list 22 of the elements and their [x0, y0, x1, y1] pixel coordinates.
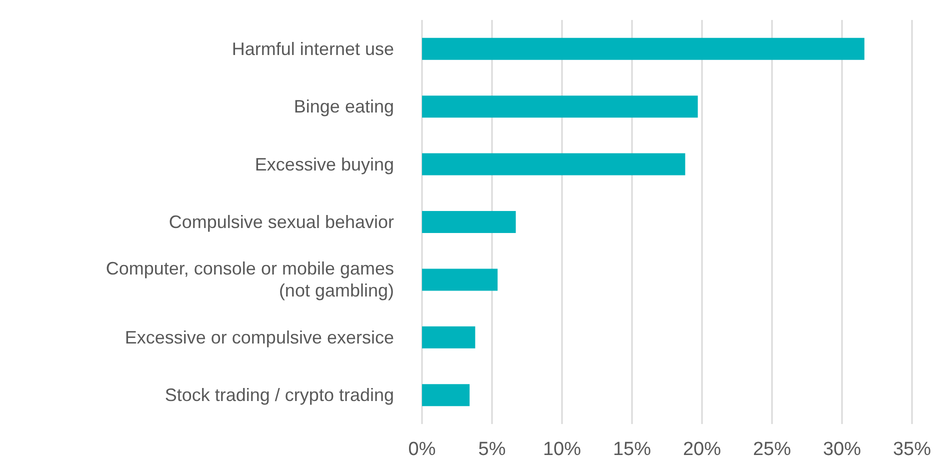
y-tick-label: Binge eating: [294, 96, 394, 117]
bar: [422, 96, 698, 118]
y-tick-label: Excessive or compulsive exersice: [124, 327, 394, 348]
bar: [422, 268, 498, 291]
x-tick-label: 5%: [478, 439, 506, 460]
x-tick-label: 30%: [822, 439, 862, 460]
x-tick-label: 25%: [752, 439, 792, 460]
x-tick-label: 35%: [892, 439, 932, 460]
bar: [422, 153, 686, 176]
x-tick-label: 10%: [542, 439, 582, 460]
bar: [422, 38, 864, 60]
x-tick-label: 20%: [682, 439, 722, 460]
bar: [422, 384, 470, 406]
y-tick-label: Excessive buying: [254, 154, 394, 174]
y-tick-label: Harmful internet use: [232, 38, 394, 59]
bar: [422, 326, 476, 348]
y-tick-label: Stock trading / crypto trading: [164, 385, 394, 406]
bar: [422, 211, 516, 233]
x-tick-label: 0%: [408, 439, 436, 460]
x-tick-label: 15%: [612, 439, 652, 460]
y-tick-label: Compulsive sexual behavior: [168, 212, 394, 232]
y-tick-label: Computer, console or mobile games (not gambling): [106, 258, 394, 301]
